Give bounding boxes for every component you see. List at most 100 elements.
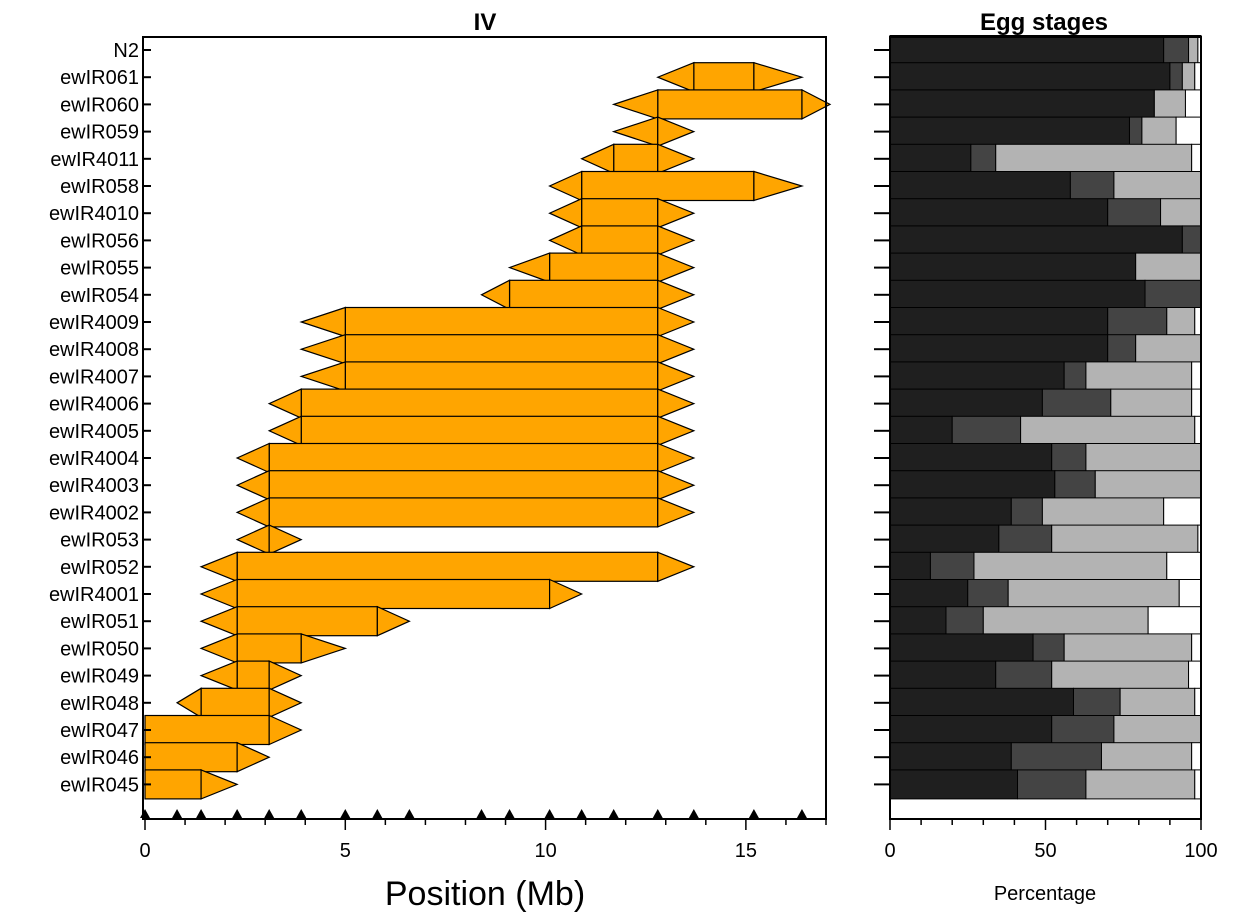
interval-right-tip xyxy=(657,361,696,392)
interval-right-tip xyxy=(657,469,696,501)
stack-segment xyxy=(1153,89,1186,120)
interval-plot-frame xyxy=(142,36,827,820)
stacked-bar-row xyxy=(889,334,1202,365)
interval-left-tip xyxy=(199,633,238,664)
row-label: ewIR053 xyxy=(60,530,139,552)
stack-segment xyxy=(889,715,1053,745)
interval-right-tip xyxy=(657,143,696,175)
interval-left-tip xyxy=(235,496,270,528)
stack-segment xyxy=(889,62,1171,93)
stack-segment xyxy=(889,606,947,637)
interval-body xyxy=(236,551,659,582)
stack-segment xyxy=(995,143,1193,174)
position-marker xyxy=(688,809,699,818)
position-marker xyxy=(544,809,555,818)
interval-left-tip xyxy=(299,306,346,338)
interval-left-tip xyxy=(580,143,615,175)
interval-bar xyxy=(611,116,696,147)
stack-segment xyxy=(1184,89,1202,120)
interval-right-tip xyxy=(657,415,696,447)
interval-bar xyxy=(235,442,696,474)
stacked-bar-row xyxy=(889,470,1202,501)
interval-body xyxy=(657,89,803,120)
row-label: ewIR4003 xyxy=(49,475,139,497)
stack-segment xyxy=(1085,361,1193,392)
stack-segment xyxy=(945,606,984,637)
stack-segment xyxy=(995,660,1053,691)
interval-right-tip xyxy=(236,741,271,773)
position-marker xyxy=(172,809,183,818)
interval-bar xyxy=(199,633,348,664)
interval-bar xyxy=(199,551,696,583)
position-marker xyxy=(576,809,587,818)
egg-stage-panel: Egg stages 0 50 100 Percentage xyxy=(874,9,1218,905)
interval-body xyxy=(144,714,270,746)
egg-stage-panel-title: Egg stages xyxy=(980,9,1108,36)
interval-right-tip xyxy=(376,605,411,637)
interval-bar xyxy=(235,469,696,501)
stack-segment xyxy=(889,470,1056,501)
row-label: N2 xyxy=(113,40,139,62)
interval-left-tip xyxy=(199,578,238,610)
stacked-bar-row xyxy=(889,415,1202,446)
position-marker xyxy=(796,809,807,818)
stack-segment xyxy=(1107,334,1137,365)
row-label: ewIR046 xyxy=(60,747,139,769)
row-label: ewIR054 xyxy=(60,285,139,307)
stack-segment xyxy=(889,89,1155,120)
row-label: ewIR049 xyxy=(60,666,139,688)
interval-left-tip xyxy=(480,279,511,311)
stack-segment xyxy=(1051,443,1087,473)
stacked-bar-row xyxy=(889,116,1202,147)
interval-left-tip xyxy=(507,252,551,283)
stacked-bar-row xyxy=(889,279,1202,310)
interval-panel-title: IV xyxy=(474,9,497,36)
row-label: ewIR4010 xyxy=(49,203,139,225)
stacked-bar-row xyxy=(889,687,1202,718)
stack-segment xyxy=(889,742,1012,773)
interval-left-tip xyxy=(299,333,346,365)
interval-left-tip xyxy=(267,415,302,447)
interval-bar xyxy=(267,388,696,420)
egg-stage-bars xyxy=(889,35,1202,800)
stacked-bar-row xyxy=(889,198,1202,229)
stack-segment xyxy=(889,334,1109,365)
row-label: ewIR4006 xyxy=(49,394,139,416)
stacked-bar-row xyxy=(889,35,1202,65)
row-label: ewIR4005 xyxy=(49,421,139,443)
interval-right-tip xyxy=(548,578,584,610)
stack-segment xyxy=(889,579,969,609)
row-label: ewIR4011 xyxy=(50,149,139,171)
interval-bar xyxy=(656,61,805,93)
interval-body xyxy=(581,170,755,202)
interval-panel: IV N2 ewIR061 ewIR060 ewIR059 ewIR4011 ewIR05… xyxy=(49,9,832,913)
stacked-bar-row xyxy=(889,769,1202,800)
row-label: ewIR4004 xyxy=(49,448,139,470)
position-marker xyxy=(504,809,515,818)
interval-right-tip xyxy=(657,279,696,311)
interval-right-tip xyxy=(753,61,805,93)
stack-segment xyxy=(1191,388,1202,419)
stack-segment xyxy=(889,116,1130,147)
row-label: ewIR4002 xyxy=(49,502,139,524)
stack-segment xyxy=(1041,388,1112,419)
stack-segment xyxy=(1181,62,1196,93)
egg-stage-x-ticks: 0 50 100 xyxy=(884,819,1218,862)
interval-right-tip xyxy=(268,660,303,692)
x-tick-label: 50 xyxy=(1034,840,1056,862)
stack-segment xyxy=(889,225,1183,256)
interval-bar xyxy=(548,197,696,229)
stack-segment xyxy=(889,660,997,691)
stack-segment xyxy=(889,307,1109,337)
row-label: ewIR058 xyxy=(60,176,139,198)
interval-left-tip xyxy=(548,224,583,256)
stack-segment xyxy=(1107,307,1168,337)
stack-segment xyxy=(1188,35,1199,65)
interval-body xyxy=(693,62,755,93)
interval-body xyxy=(548,252,659,283)
stack-segment xyxy=(1163,497,1202,528)
stack-segment xyxy=(951,415,1022,446)
stack-segment xyxy=(889,143,972,174)
stack-segment xyxy=(929,551,975,582)
